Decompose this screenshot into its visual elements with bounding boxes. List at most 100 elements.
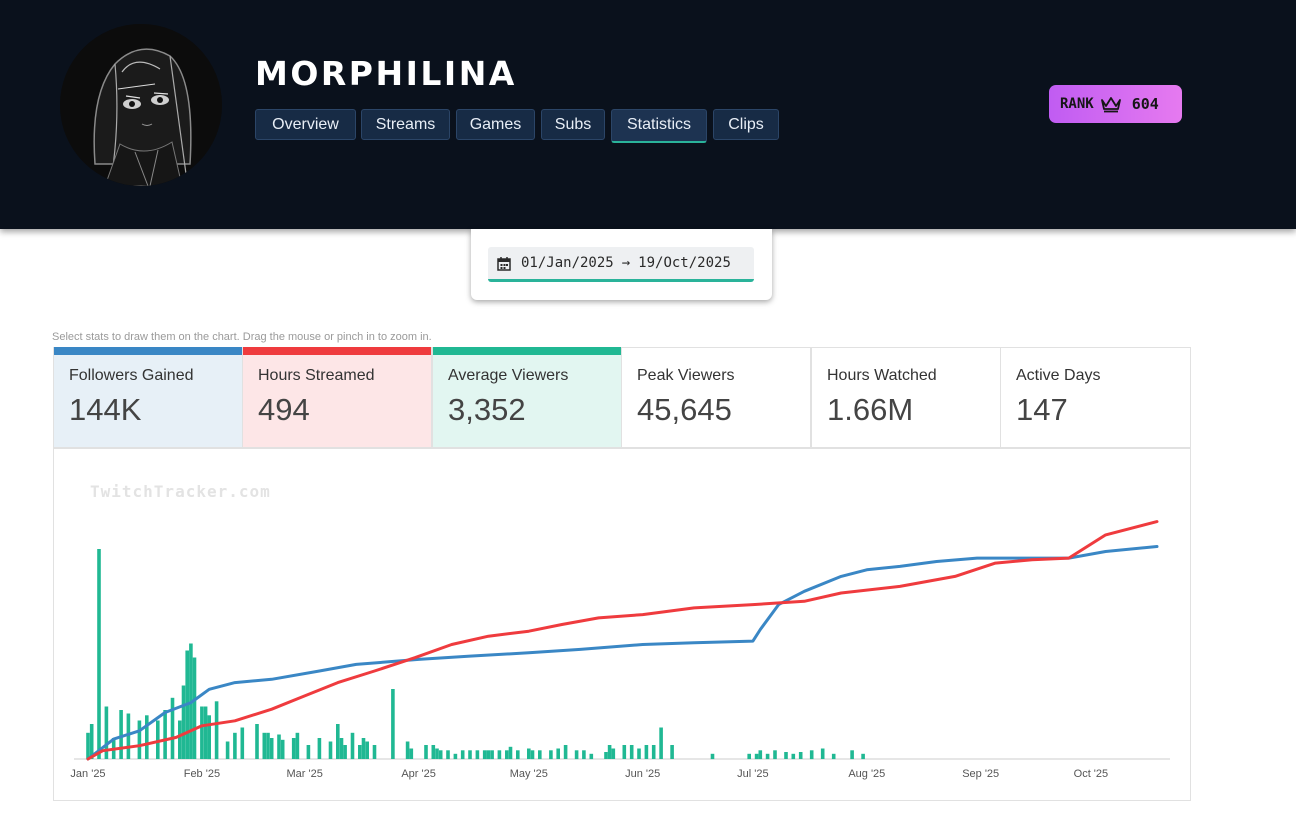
arrow-right-icon: → bbox=[621, 255, 631, 271]
x-tick-label: Aug '25 bbox=[848, 768, 885, 780]
avg-viewers-bar bbox=[350, 732, 355, 760]
stat-label: Hours Streamed bbox=[258, 367, 375, 384]
stat-label: Hours Watched bbox=[827, 367, 937, 384]
avg-viewers-bar bbox=[306, 745, 311, 759]
avg-viewers-bar bbox=[773, 750, 777, 760]
avg-viewers-bar bbox=[530, 750, 535, 760]
stat-card-average-viewers[interactable]: Average Viewers 3,352 bbox=[432, 347, 622, 448]
avg-viewers-bar bbox=[482, 750, 487, 760]
channel-header: MORPHILINA Overview Streams Games Subs S… bbox=[0, 0, 1296, 229]
avg-viewers-bar bbox=[831, 753, 836, 760]
date-end: 19/Oct/2025 bbox=[638, 255, 731, 271]
tab-statistics[interactable]: Statistics bbox=[611, 109, 707, 143]
avg-viewers-bar bbox=[453, 753, 458, 760]
avg-viewers-bar bbox=[644, 745, 649, 759]
avg-viewers-bar bbox=[409, 748, 414, 759]
rank-label: RANK bbox=[1060, 96, 1094, 112]
x-tick-label: Sep '25 bbox=[962, 768, 999, 780]
stat-label: Followers Gained bbox=[69, 367, 194, 384]
avg-viewers-bar bbox=[563, 745, 568, 759]
date-range-picker[interactable]: 01/Jan/2025 → 19/Oct/2025 bbox=[488, 247, 754, 282]
stat-color-bar bbox=[54, 347, 242, 355]
avg-viewers-bar bbox=[170, 697, 175, 760]
stat-value: 1.66M bbox=[827, 392, 914, 427]
avg-viewers-bar bbox=[754, 753, 759, 760]
avg-viewers-bar bbox=[460, 750, 465, 760]
avg-viewers-bar bbox=[233, 732, 237, 760]
avg-viewers-bar bbox=[538, 750, 542, 760]
avg-viewers-bar bbox=[505, 750, 509, 760]
calendar-icon bbox=[497, 256, 511, 271]
avg-viewers-bar bbox=[589, 753, 594, 760]
avg-viewers-bar bbox=[156, 720, 160, 759]
stat-card-hours-watched[interactable]: Hours Watched 1.66M bbox=[811, 347, 1001, 448]
stat-label: Peak Viewers bbox=[637, 367, 735, 384]
avg-viewers-bar bbox=[424, 745, 428, 759]
avg-viewers-bar bbox=[328, 741, 333, 759]
avg-viewers-bar bbox=[214, 701, 219, 760]
hours-streamed-line bbox=[86, 520, 1159, 761]
avg-viewers-bar bbox=[435, 748, 439, 759]
avg-viewers-bar bbox=[97, 549, 101, 759]
stat-card-active-days[interactable]: Active Days 147 bbox=[1000, 347, 1191, 448]
tab-clips[interactable]: Clips bbox=[713, 109, 779, 140]
avg-viewers-bar bbox=[758, 750, 763, 760]
x-tick-label: Feb '25 bbox=[184, 768, 220, 780]
stat-label: Active Days bbox=[1016, 367, 1101, 384]
stat-card-followers-gained[interactable]: Followers Gained 144K bbox=[53, 347, 243, 448]
stat-cards: Followers Gained 144K Hours Streamed 494… bbox=[53, 347, 1191, 448]
avg-viewers-bar bbox=[207, 715, 211, 760]
tab-games[interactable]: Games bbox=[456, 109, 535, 140]
avg-viewers-bar bbox=[527, 748, 531, 759]
x-tick-label: Oct '25 bbox=[1074, 768, 1109, 780]
x-tick-label: Apr '25 bbox=[401, 768, 436, 780]
avatar-image bbox=[60, 24, 222, 186]
avg-viewers-bar bbox=[86, 732, 90, 760]
avg-viewers-bar bbox=[255, 724, 259, 759]
avg-viewers-bar bbox=[365, 741, 369, 759]
stat-card-peak-viewers[interactable]: Peak Viewers 45,645 bbox=[621, 347, 811, 448]
avg-viewers-bar bbox=[405, 741, 410, 759]
rank-value: 604 bbox=[1131, 95, 1159, 113]
avg-viewers-bar bbox=[516, 750, 520, 760]
avg-viewers-bar bbox=[343, 745, 347, 759]
tab-streams[interactable]: Streams bbox=[361, 109, 450, 140]
avg-viewers-bar bbox=[468, 750, 472, 760]
avg-viewers-bar bbox=[145, 715, 149, 760]
avg-viewers-bar bbox=[747, 753, 751, 760]
avg-viewers-bar bbox=[622, 745, 627, 759]
avg-viewers-bar bbox=[861, 753, 865, 760]
avg-viewers-bar bbox=[372, 745, 377, 759]
channel-nav: Overview Streams Games Subs Statistics C… bbox=[0, 109, 1296, 143]
avg-viewers-bar bbox=[336, 724, 340, 759]
rank-badge[interactable]: RANK 604 bbox=[1049, 85, 1182, 123]
avg-viewers-bar bbox=[137, 720, 142, 759]
avg-viewers-bar bbox=[607, 745, 612, 759]
avg-viewers-bar bbox=[262, 732, 267, 760]
stat-value: 144K bbox=[69, 392, 142, 427]
avg-viewers-bar bbox=[266, 732, 270, 760]
avg-viewers-bar bbox=[291, 738, 296, 759]
avg-viewers-bar bbox=[798, 752, 803, 759]
avg-viewers-bar bbox=[574, 750, 579, 760]
avg-viewers-bar bbox=[200, 706, 204, 759]
x-tick-label: Jun '25 bbox=[625, 768, 660, 780]
stat-card-hours-streamed[interactable]: Hours Streamed 494 bbox=[242, 347, 432, 448]
stat-color-bar bbox=[433, 347, 621, 355]
avg-viewers-bar bbox=[339, 738, 344, 759]
avg-viewers-bar bbox=[497, 750, 502, 760]
stat-label: Average Viewers bbox=[448, 367, 569, 384]
tab-subs[interactable]: Subs bbox=[541, 109, 605, 140]
avg-viewers-bar bbox=[361, 738, 366, 759]
avg-viewers-bar bbox=[277, 734, 281, 759]
avg-viewers-bar bbox=[446, 750, 450, 760]
avg-viewers-bar bbox=[582, 750, 586, 760]
date-range-panel: 01/Jan/2025 → 19/Oct/2025 bbox=[471, 229, 772, 300]
avg-viewers-bar bbox=[225, 741, 230, 759]
avg-viewers-bar bbox=[604, 752, 608, 759]
x-tick-label: May '25 bbox=[510, 768, 548, 780]
avg-viewers-bar bbox=[637, 748, 641, 759]
tab-overview[interactable]: Overview bbox=[255, 109, 356, 140]
x-tick-label: Jan '25 bbox=[70, 768, 105, 780]
